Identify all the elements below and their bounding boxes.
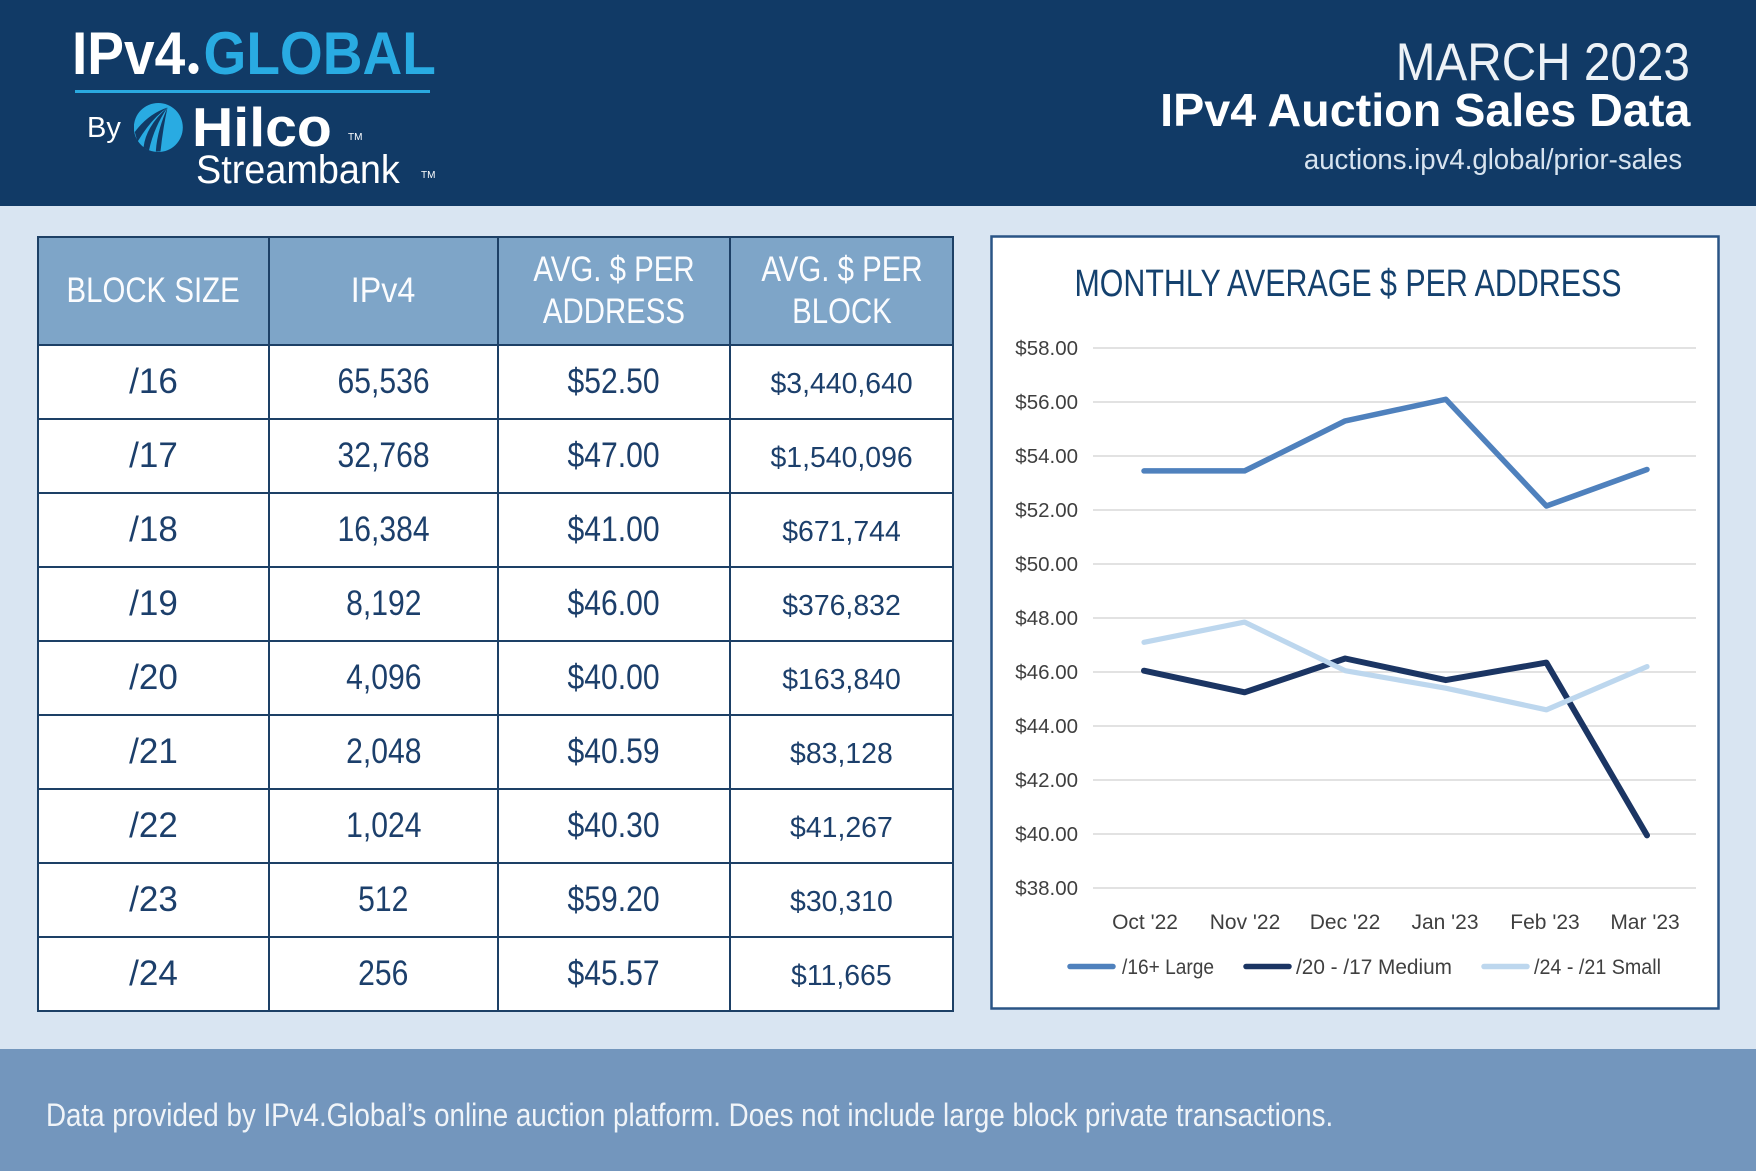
svg-text:$58.00: $58.00 xyxy=(1015,337,1078,360)
svg-text:/24 - /21 Small: /24 - /21 Small xyxy=(1534,955,1661,979)
svg-text:$40.00: $40.00 xyxy=(1015,823,1078,846)
svg-text:Feb '23: Feb '23 xyxy=(1510,911,1579,934)
svg-text:Dec '22: Dec '22 xyxy=(1310,911,1381,934)
svg-text:Nov '22: Nov '22 xyxy=(1210,911,1281,934)
svg-text:Mar '23: Mar '23 xyxy=(1610,911,1679,934)
svg-text:$54.00: $54.00 xyxy=(1015,445,1078,468)
svg-text:$42.00: $42.00 xyxy=(1015,769,1078,792)
svg-text:Oct '22: Oct '22 xyxy=(1112,911,1178,934)
svg-text:/16+ Large: /16+ Large xyxy=(1122,955,1214,979)
svg-text:$50.00: $50.00 xyxy=(1015,553,1078,576)
svg-text:$38.00: $38.00 xyxy=(1015,877,1078,900)
svg-text:$56.00: $56.00 xyxy=(1015,391,1078,414)
svg-text:$48.00: $48.00 xyxy=(1015,607,1078,630)
svg-text:$44.00: $44.00 xyxy=(1015,715,1078,738)
svg-text:$46.00: $46.00 xyxy=(1015,661,1078,684)
svg-text:/20 - /17 Medium: /20 - /17 Medium xyxy=(1296,955,1452,979)
svg-text:$52.00: $52.00 xyxy=(1015,499,1078,522)
svg-text:Jan '23: Jan '23 xyxy=(1411,911,1478,934)
svg-text:MONTHLY AVERAGE $ PER ADDRESS: MONTHLY AVERAGE $ PER ADDRESS xyxy=(1075,263,1622,305)
